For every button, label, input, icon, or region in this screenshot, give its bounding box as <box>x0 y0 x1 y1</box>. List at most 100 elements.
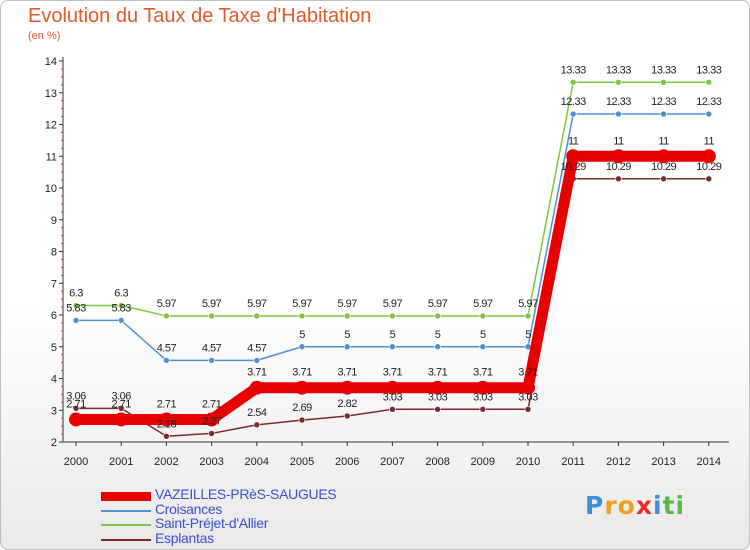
y-tick-label: 13 <box>45 88 57 100</box>
data-point <box>615 175 622 183</box>
data-label: 5 <box>525 329 531 341</box>
x-tick-label: 2001 <box>109 456 133 468</box>
x-tick-label: 2012 <box>606 456 630 468</box>
data-label: 3.71 <box>247 367 267 379</box>
x-tick-label: 2013 <box>651 456 675 468</box>
x-tick-label: 2004 <box>245 456 269 468</box>
data-label: 5.97 <box>292 298 312 310</box>
data-point <box>660 110 667 118</box>
x-tick-label: 2007 <box>380 456 404 468</box>
data-point <box>208 312 215 320</box>
data-label: 13.33 <box>606 64 631 76</box>
data-label: 13.33 <box>696 64 721 76</box>
data-point <box>660 175 667 183</box>
data-label: 3.03 <box>428 391 448 403</box>
y-tick-label: 12 <box>45 120 57 132</box>
data-point <box>253 357 261 364</box>
data-label: 2.54 <box>247 407 267 419</box>
data-label: 12.33 <box>606 96 631 108</box>
data-point <box>69 412 83 427</box>
data-point <box>114 412 129 427</box>
data-label: 5 <box>480 329 486 341</box>
data-point <box>705 78 713 86</box>
data-label: 3.71 <box>518 367 538 379</box>
data-point <box>389 343 396 351</box>
legend-swatch <box>101 509 151 512</box>
logo-letter: t <box>662 491 676 520</box>
series-line-0 <box>70 150 715 425</box>
y-tick-label: 10 <box>45 183 57 195</box>
data-point <box>660 78 667 86</box>
data-label: 3.71 <box>292 367 312 379</box>
y-tick-label: 4 <box>51 374 57 386</box>
data-point <box>615 78 622 86</box>
legend-label: Croisances <box>155 500 223 517</box>
x-tick-label: 2009 <box>471 456 495 468</box>
data-label: 3.06 <box>66 390 86 402</box>
data-label: 3.03 <box>518 391 538 403</box>
data-point <box>434 343 441 351</box>
data-point <box>569 78 577 86</box>
data-label: 13.33 <box>651 64 676 76</box>
data-label: 11 <box>658 135 669 147</box>
data-point <box>479 343 487 351</box>
data-point <box>569 110 577 118</box>
data-point <box>159 412 174 427</box>
data-label: 12.33 <box>651 96 676 108</box>
legend-swatch <box>101 492 151 501</box>
data-point <box>163 357 170 364</box>
data-label: 5.97 <box>383 298 403 310</box>
data-label: 12.33 <box>561 96 586 108</box>
x-tick-label: 2005 <box>290 456 314 468</box>
series-line-2 <box>75 81 710 317</box>
data-label: 10.29 <box>606 161 631 173</box>
data-point <box>295 380 309 395</box>
data-point <box>298 312 306 320</box>
data-point <box>611 149 626 164</box>
data-point <box>298 416 306 424</box>
data-point <box>524 312 532 320</box>
data-label: 2.18 <box>157 418 177 430</box>
data-label: 2.69 <box>292 402 312 414</box>
y-tick-label: 11 <box>46 151 57 163</box>
data-label: 3.03 <box>383 391 403 403</box>
legend-swatch <box>101 538 151 541</box>
data-label: 3.71 <box>428 367 448 379</box>
legend-swatch <box>101 524 151 526</box>
data-label: 2.82 <box>337 398 357 410</box>
y-tick-label: 2 <box>51 437 57 449</box>
logo-letter: i <box>653 491 663 520</box>
chart-subtitle: (en %) <box>28 30 61 42</box>
x-tick-label: 2011 <box>561 456 585 468</box>
data-point <box>566 149 581 164</box>
chart-title: Evolution du Taux de Taxe d'Habitation <box>28 5 372 27</box>
data-label: 5 <box>435 329 441 341</box>
legend-label: Esplantas <box>155 529 214 546</box>
y-tick-label: 14 <box>45 56 57 68</box>
logo-letter: x <box>635 491 653 520</box>
data-label: 5.83 <box>111 302 131 314</box>
data-point <box>204 412 219 427</box>
data-label: 2.27 <box>202 415 222 427</box>
data-label: 6.3 <box>69 287 83 299</box>
data-label: 3.06 <box>111 390 131 402</box>
data-label: 4.57 <box>202 342 222 354</box>
data-label: 5.97 <box>428 298 448 310</box>
data-label: 3.71 <box>473 367 493 379</box>
data-point <box>521 380 535 395</box>
data-point <box>615 110 622 118</box>
data-point <box>163 432 170 440</box>
data-point <box>705 175 713 183</box>
logo-letter: i <box>675 491 686 520</box>
data-point <box>117 405 125 412</box>
y-tick-label: 7 <box>51 278 57 290</box>
proxiti-logo: Proxiti <box>585 491 685 520</box>
data-label: 5 <box>299 329 305 341</box>
data-point <box>117 302 125 309</box>
data-point <box>434 405 441 413</box>
data-point <box>701 149 716 164</box>
data-point <box>298 343 306 351</box>
data-label: 10.29 <box>696 161 721 173</box>
data-point <box>72 317 80 324</box>
logo-letter: o <box>617 491 636 520</box>
